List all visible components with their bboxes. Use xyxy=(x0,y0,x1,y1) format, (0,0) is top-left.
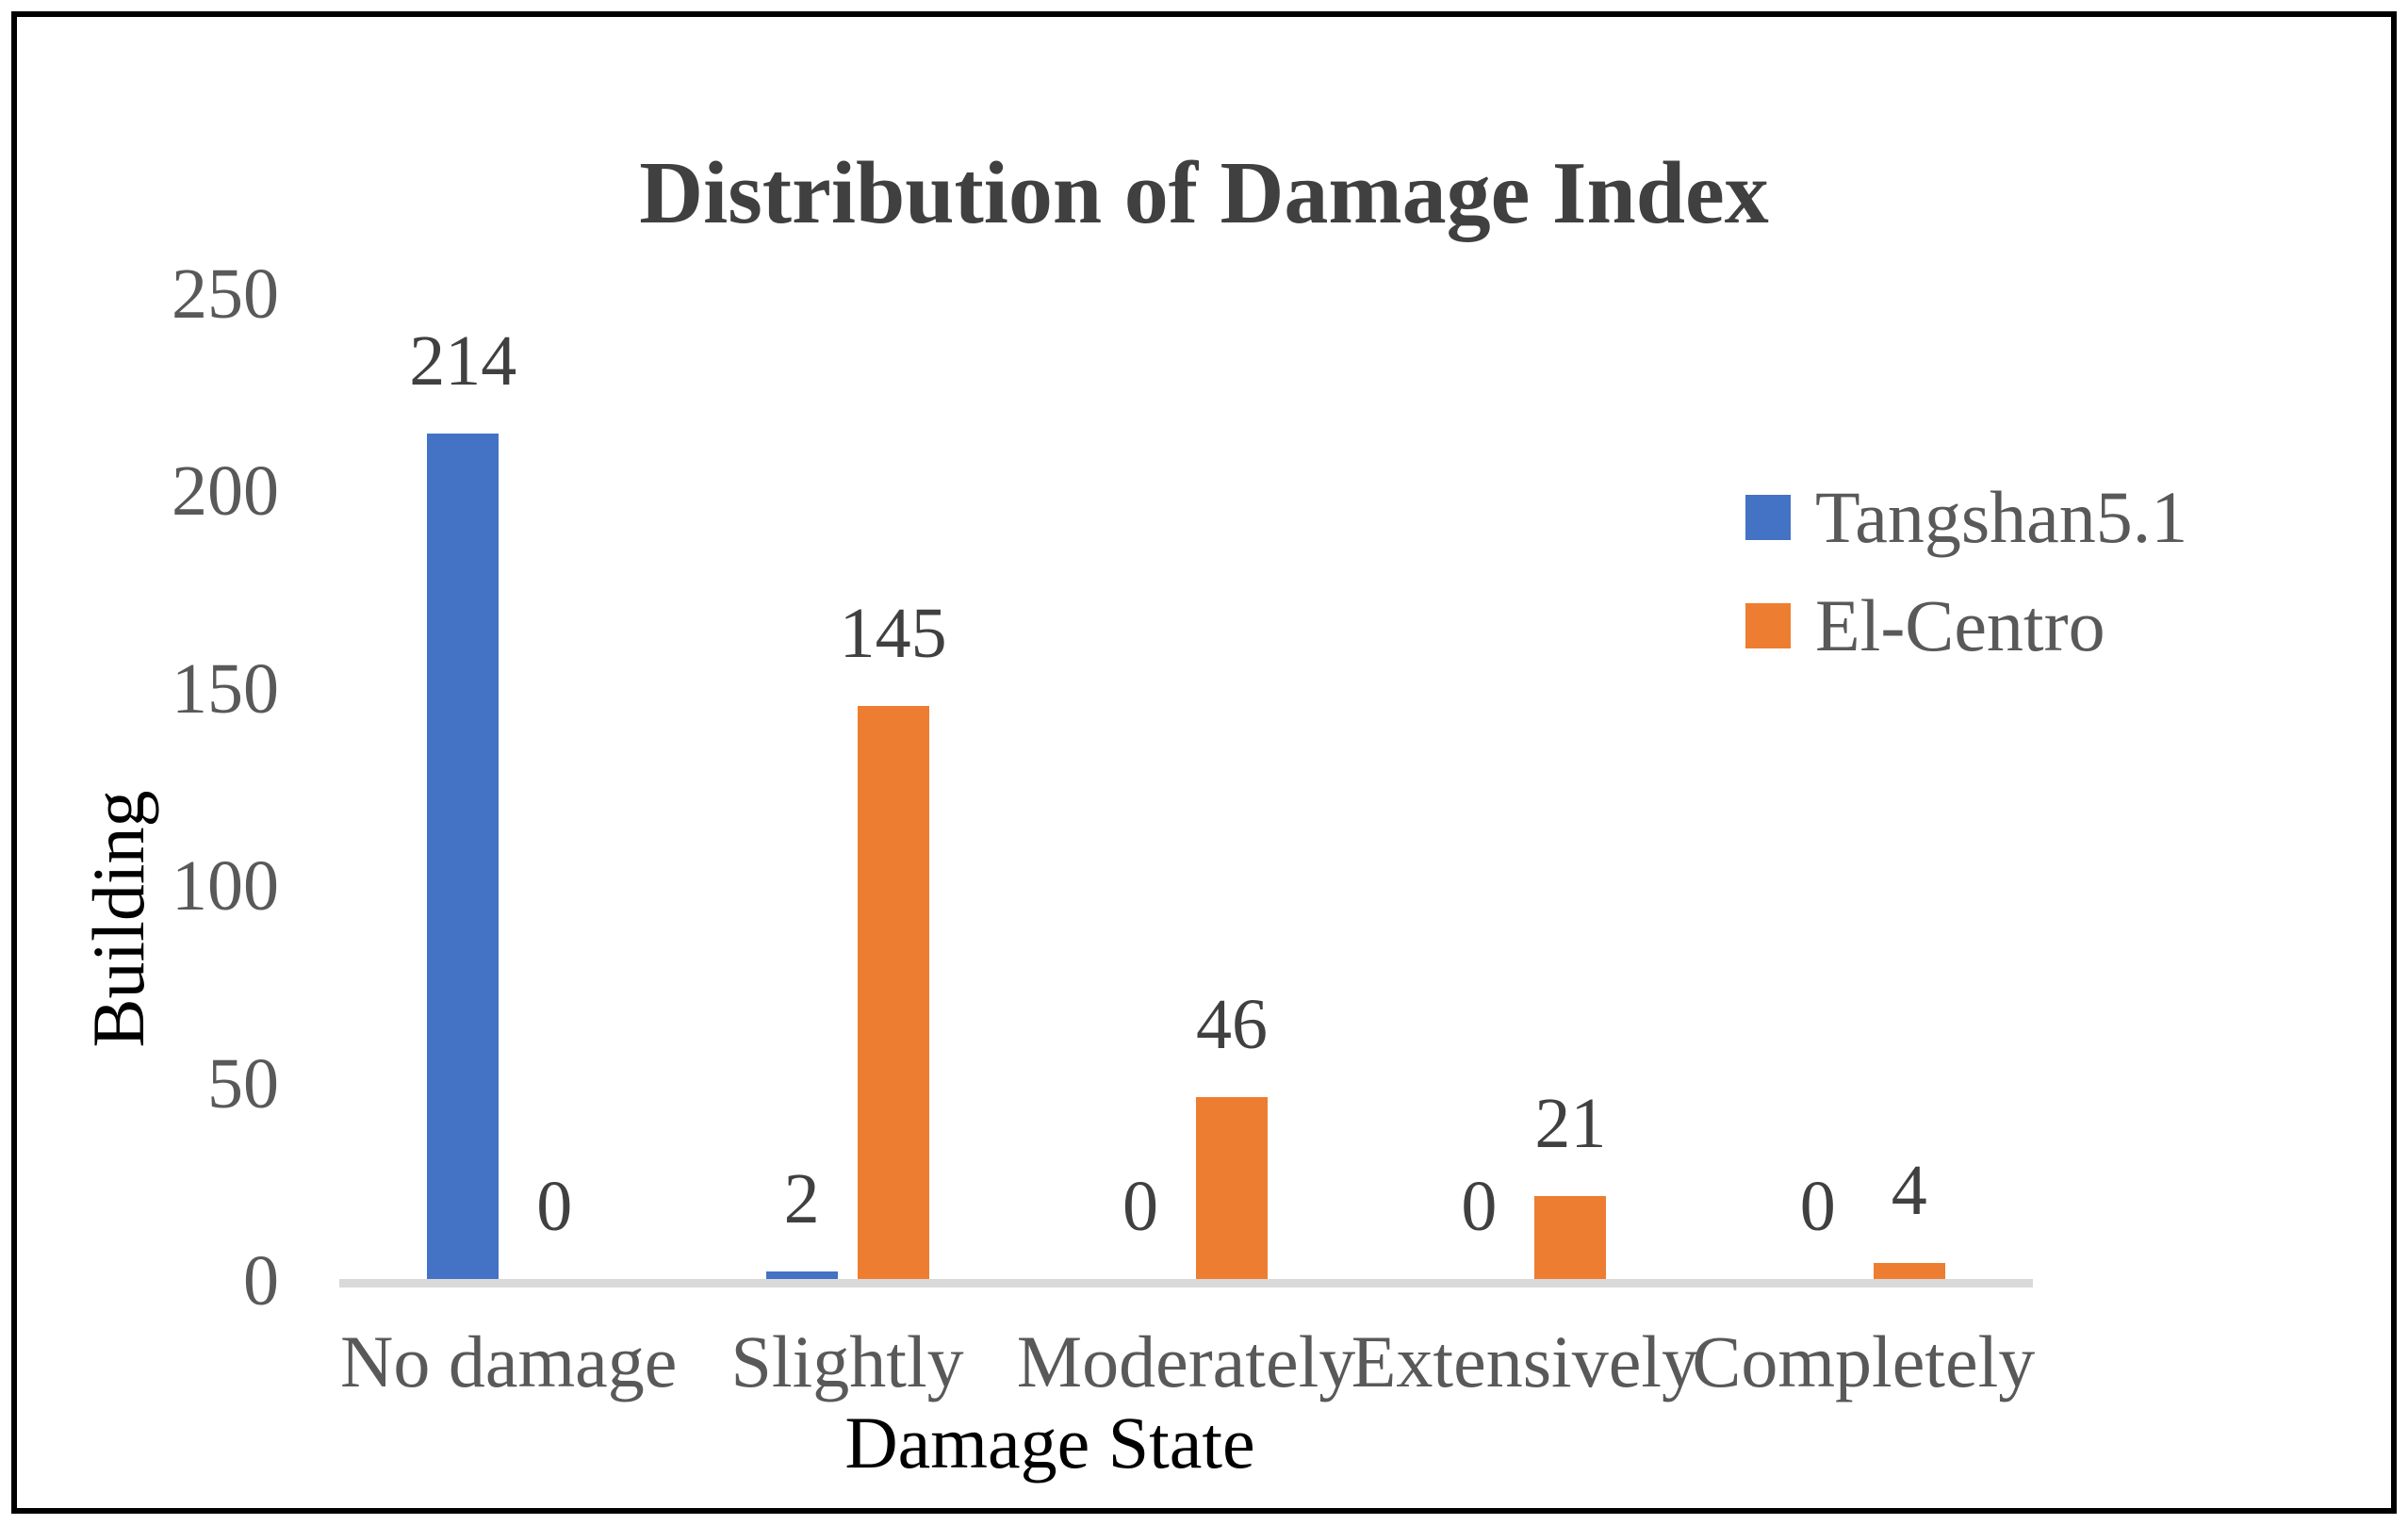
y-tick-label: 0 xyxy=(243,1241,279,1320)
data-label: 0 xyxy=(1122,1167,1158,1246)
y-tick-label: 250 xyxy=(172,254,279,334)
x-category-label: Extensively xyxy=(1351,1320,1699,1402)
data-label: 145 xyxy=(839,594,947,673)
legend-swatch-elcentro-icon xyxy=(1745,603,1791,648)
legend-label-tangshan: Tangshan5.1 xyxy=(1815,476,2188,558)
data-label: 0 xyxy=(536,1167,573,1246)
y-tick-label: 200 xyxy=(172,451,279,531)
data-label: 21 xyxy=(1534,1084,1607,1163)
data-label: 214 xyxy=(409,321,517,401)
x-category-label: Completely xyxy=(1692,1320,2036,1402)
x-axis-title: Damage State xyxy=(844,1402,1255,1484)
x-category-label: Slightly xyxy=(730,1320,964,1402)
y-tick-label: 50 xyxy=(207,1043,279,1123)
bar-el-centro-3 xyxy=(1534,1196,1607,1279)
y-tick-label: 100 xyxy=(172,846,279,926)
bar-el-centro-2 xyxy=(1196,1097,1268,1279)
legend-item-tangshan: Tangshan5.1 xyxy=(1745,475,2187,560)
legend-item-elcentro: El-Centro xyxy=(1745,583,2187,668)
data-label: 46 xyxy=(1196,985,1268,1064)
x-category-label: No damage xyxy=(340,1320,678,1402)
bar-tangshan5-1-1 xyxy=(765,1271,838,1279)
bar-el-centro-1 xyxy=(857,706,929,1279)
bar-tangshan5-1-0 xyxy=(427,434,500,1279)
x-category-label: Moderately xyxy=(1016,1320,1356,1402)
y-axis-title: Building xyxy=(77,790,159,1048)
x-axis-line xyxy=(339,1279,2033,1287)
bar-el-centro-4 xyxy=(1873,1263,1945,1279)
data-label: 0 xyxy=(1799,1167,1836,1246)
legend-swatch-tangshan-icon xyxy=(1745,495,1791,540)
data-label: 0 xyxy=(1461,1167,1498,1246)
data-label: 2 xyxy=(783,1159,820,1238)
chart-title: Distribution of Damage Index xyxy=(639,144,1769,242)
y-tick-label: 150 xyxy=(172,648,279,729)
data-label: 4 xyxy=(1891,1151,1927,1230)
legend: Tangshan5.1 El-Centro xyxy=(1745,475,2187,692)
legend-label-elcentro: El-Centro xyxy=(1815,584,2105,666)
